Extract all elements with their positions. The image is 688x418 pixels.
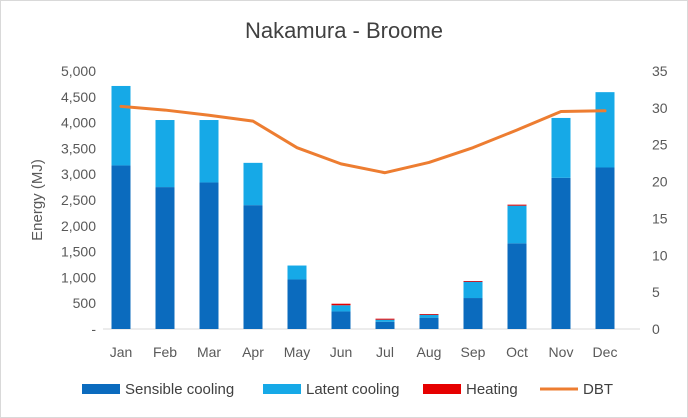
- x-tick-label: Aug: [417, 344, 442, 360]
- x-tick-label: Jan: [110, 344, 133, 360]
- x-tick-label: May: [284, 344, 310, 360]
- y-tick-label: 2,500: [61, 192, 96, 208]
- y-tick-label: 500: [73, 295, 97, 311]
- x-tick-label: Jun: [330, 344, 353, 360]
- legend-label: Heating: [466, 381, 518, 398]
- x-tick-label: Sep: [461, 344, 486, 360]
- bar-heating: [463, 281, 483, 282]
- y-axis-ticks: - 500 1,000 1,500 2,000 2,500 3,000 3,500 4,000 4…: [61, 63, 96, 337]
- x-tick-label: Jul: [376, 344, 394, 360]
- bar-sensible-cooling: [595, 167, 615, 329]
- bar-sensible-cooling: [111, 165, 131, 329]
- bars: [111, 85, 615, 329]
- x-tick-label: Dec: [593, 344, 618, 360]
- bar-latent-cooling: [595, 92, 615, 168]
- x-axis-ticks: Jan Feb Mar Apr May Jun Jul Aug Sep Oct Nov Dec: [110, 344, 618, 360]
- bar-sensible-cooling: [243, 205, 263, 329]
- y2-axis-ticks: 0 5 10 15 20 25 30 35: [652, 63, 668, 337]
- bar-latent-cooling: [287, 265, 307, 280]
- line-dbt: [119, 104, 607, 175]
- y-tick-label: 1,000: [61, 269, 96, 285]
- x-tick-label: Apr: [242, 344, 264, 360]
- bar-latent-cooling: [243, 162, 263, 206]
- y2-tick-label: 15: [652, 210, 668, 226]
- bar-latent-cooling: [463, 281, 483, 299]
- bar-sensible-cooling: [155, 187, 175, 329]
- y-tick-label: 4,500: [61, 89, 96, 105]
- y2-tick-label: 30: [652, 100, 668, 116]
- bar-sensible-cooling: [551, 177, 571, 329]
- y-tick-label: 3,000: [61, 166, 96, 182]
- y-tick-label: 2,000: [61, 218, 96, 234]
- y2-tick-label: 0: [652, 321, 660, 337]
- y-tick-label: 5,000: [61, 63, 96, 79]
- legend-label: DBT: [583, 381, 613, 398]
- dbt-line-series: [119, 104, 607, 175]
- y2-tick-label: 5: [652, 284, 660, 300]
- y-tick-label: -: [91, 321, 96, 337]
- bar-heating: [331, 303, 351, 306]
- bar-sensible-cooling: [199, 182, 219, 329]
- y-tick-label: 1,500: [61, 244, 96, 260]
- legend-swatch: [82, 384, 120, 394]
- y2-tick-label: 35: [652, 63, 668, 79]
- y-tick-label: 3,500: [61, 140, 96, 156]
- x-tick-label: Nov: [549, 344, 574, 360]
- legend-swatch: [263, 384, 301, 394]
- bar-latent-cooling: [507, 205, 527, 244]
- bar-sensible-cooling: [287, 279, 307, 329]
- bar-sensible-cooling: [507, 243, 527, 329]
- bar-latent-cooling: [199, 120, 219, 183]
- y2-tick-label: 10: [652, 247, 668, 263]
- bar-sensible-cooling: [331, 311, 351, 329]
- bar-latent-cooling: [111, 85, 131, 166]
- legend-label: Sensible cooling: [125, 381, 234, 398]
- y2-tick-label: 20: [652, 174, 668, 190]
- bar-latent-cooling: [375, 319, 395, 322]
- bar-heating: [375, 318, 395, 320]
- bar-sensible-cooling: [419, 317, 439, 329]
- bar-latent-cooling: [551, 117, 571, 178]
- y-tick-label: 4,000: [61, 115, 96, 131]
- y2-tick-label: 25: [652, 137, 668, 153]
- x-tick-label: Oct: [506, 344, 528, 360]
- chart-title: Nakamura - Broome: [245, 18, 443, 43]
- x-tick-label: Feb: [153, 344, 177, 360]
- y-axis-title: Energy (MJ): [29, 159, 46, 241]
- legend-swatch: [423, 384, 461, 394]
- bar-latent-cooling: [419, 314, 439, 318]
- bar-sensible-cooling: [463, 298, 483, 329]
- bar-latent-cooling: [331, 305, 351, 312]
- bar-latent-cooling: [155, 120, 175, 188]
- bar-heating: [419, 314, 439, 315]
- x-tick-label: Mar: [197, 344, 221, 360]
- bar-sensible-cooling: [375, 321, 395, 329]
- legend: Sensible cooling Latent cooling Heating DBT: [82, 381, 613, 398]
- bar-heating: [507, 204, 527, 206]
- legend-label: Latent cooling: [306, 381, 399, 398]
